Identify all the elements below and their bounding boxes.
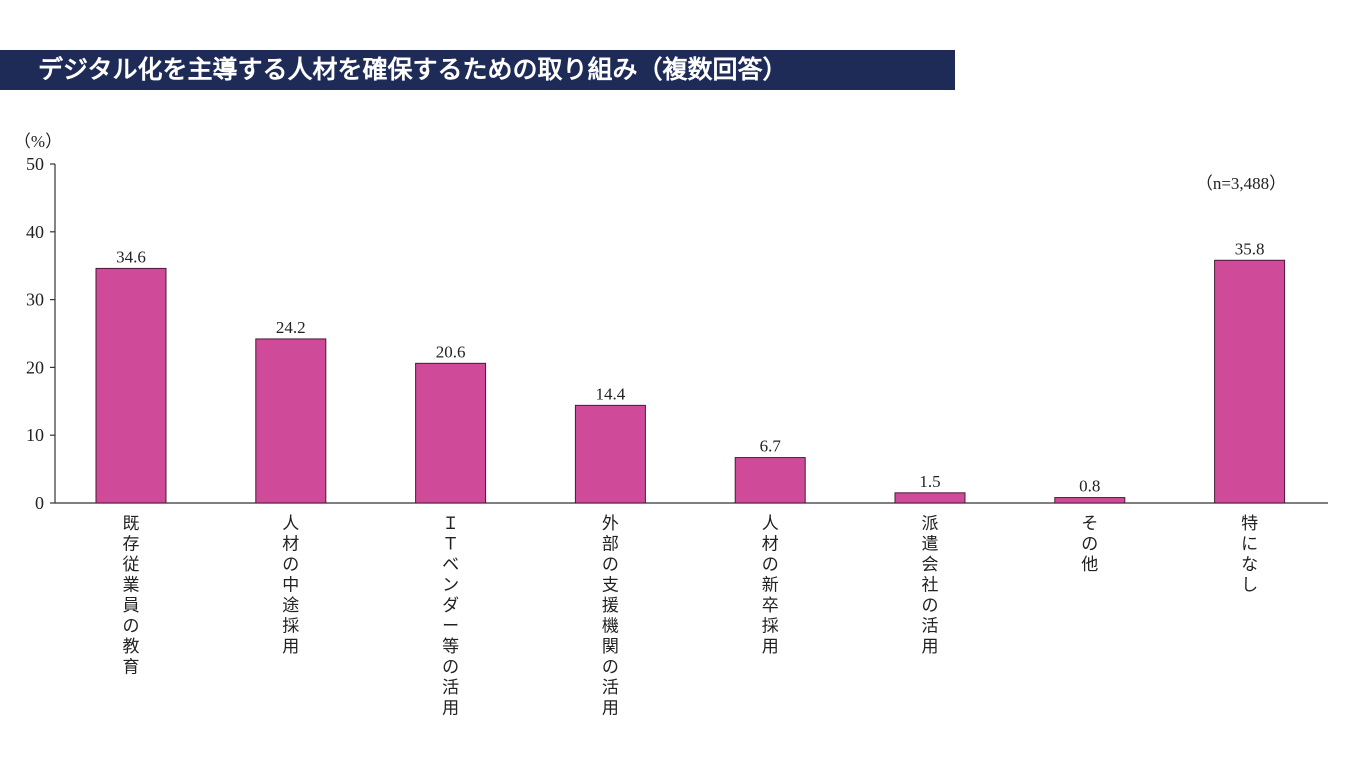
category-label: 人材の中途採用 [282, 514, 299, 657]
chart-title: デジタル化を主導する人材を確保するための取り組み（複数回答） [38, 55, 788, 84]
y-tick-label: 30 [26, 290, 44, 310]
y-tick-label: 40 [26, 222, 44, 242]
bar [95, 267, 167, 504]
bar-value-label: 1.5 [919, 472, 940, 491]
y-tick-label: 20 [26, 357, 44, 377]
category-label: 特になし [1241, 514, 1258, 596]
bar-value-label: 35.8 [1235, 239, 1265, 258]
y-tick-label: 50 [26, 154, 44, 174]
y-unit-label: （%） [14, 132, 62, 151]
bar [1214, 259, 1286, 504]
bar-value-label: 14.4 [596, 384, 626, 403]
bar-value-label: 20.6 [436, 342, 466, 361]
bar-value-label: 0.8 [1079, 477, 1100, 496]
bar [574, 404, 646, 504]
y-tick-label: 0 [35, 493, 44, 513]
category-label: 派遣会社の活用 [922, 514, 939, 657]
category-label: 既存従業員の教育 [123, 514, 140, 678]
category-label: 外部の支援機関の活用 [602, 514, 619, 719]
bar [255, 338, 327, 504]
category-label: 人材の新卒採用 [762, 514, 779, 657]
title-bar: デジタル化を主導する人材を確保するための取り組み（複数回答） [0, 50, 955, 90]
sample-size-note: （n=3,488） [1196, 174, 1286, 193]
bar [894, 492, 966, 504]
category-label: ＩＴベンダー等の活用 [442, 514, 459, 719]
y-tick-label: 10 [26, 425, 44, 445]
bar [734, 457, 806, 504]
category-label: その他 [1081, 514, 1098, 575]
bar-value-label: 24.2 [276, 318, 306, 337]
bar-value-label: 34.6 [116, 247, 146, 266]
bar [1054, 497, 1126, 504]
bar-value-label: 6.7 [760, 437, 782, 456]
bar [415, 362, 487, 504]
